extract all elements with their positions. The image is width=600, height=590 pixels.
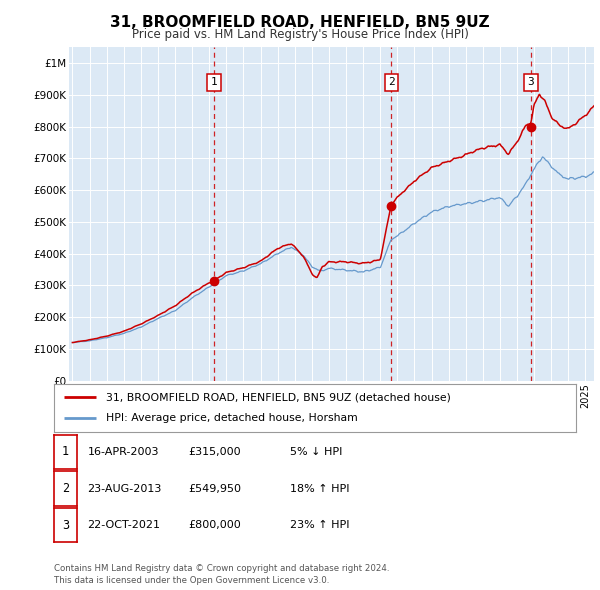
Text: £549,950: £549,950 (188, 484, 241, 493)
Text: 31, BROOMFIELD ROAD, HENFIELD, BN5 9UZ (detached house): 31, BROOMFIELD ROAD, HENFIELD, BN5 9UZ (… (106, 392, 451, 402)
Text: 5% ↓ HPI: 5% ↓ HPI (290, 447, 342, 457)
Text: HPI: Average price, detached house, Horsham: HPI: Average price, detached house, Hors… (106, 414, 358, 424)
Text: 2: 2 (388, 77, 395, 87)
Text: 18% ↑ HPI: 18% ↑ HPI (290, 484, 349, 493)
Text: 23% ↑ HPI: 23% ↑ HPI (290, 520, 349, 530)
Text: £315,000: £315,000 (188, 447, 241, 457)
Text: 3: 3 (527, 77, 534, 87)
Text: 16-APR-2003: 16-APR-2003 (88, 447, 159, 457)
Text: Price paid vs. HM Land Registry's House Price Index (HPI): Price paid vs. HM Land Registry's House … (131, 28, 469, 41)
Text: 23-AUG-2013: 23-AUG-2013 (88, 484, 162, 493)
Text: 1: 1 (62, 445, 69, 458)
Text: £800,000: £800,000 (188, 520, 241, 530)
Text: 31, BROOMFIELD ROAD, HENFIELD, BN5 9UZ: 31, BROOMFIELD ROAD, HENFIELD, BN5 9UZ (110, 15, 490, 30)
Text: 3: 3 (62, 519, 69, 532)
Text: 22-OCT-2021: 22-OCT-2021 (88, 520, 161, 530)
Text: 1: 1 (211, 77, 218, 87)
Text: 2: 2 (62, 482, 69, 495)
Text: Contains HM Land Registry data © Crown copyright and database right 2024.
This d: Contains HM Land Registry data © Crown c… (54, 565, 389, 585)
